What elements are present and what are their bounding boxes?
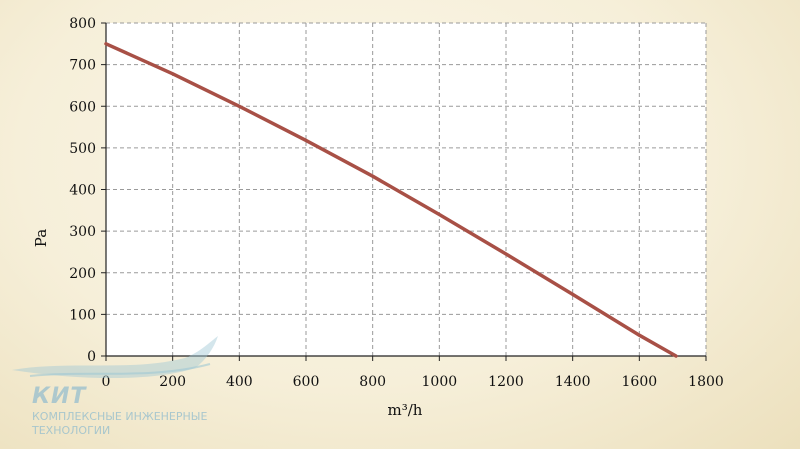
whale-logo-icon <box>12 336 218 379</box>
watermark-line-1: КОМПЛЕКСНЫЕ ИНЖЕНЕРНЫЕ <box>32 410 208 423</box>
x-tick-label: 1600 <box>622 374 658 390</box>
x-tick-label: 400 <box>226 374 253 390</box>
y-tick-label: 500 <box>69 141 96 157</box>
x-tick-labels: 0 200 400 600 800 1000 1200 1400 1600 1800 <box>102 374 724 390</box>
y-tick-label: 100 <box>69 307 96 323</box>
x-tick-label: 1400 <box>555 374 591 390</box>
x-tick-label: 800 <box>359 374 386 390</box>
watermark-brand: КИТ <box>32 384 87 409</box>
company-logo-watermark: КИТ КОМПЛЕКСНЫЕ ИНЖЕНЕРНЫЕ ТЕХНОЛОГИИ <box>10 330 240 445</box>
x-tick-label: 1800 <box>688 374 724 390</box>
watermark-line-2: ТЕХНОЛОГИИ <box>32 424 111 437</box>
axes <box>101 22 707 361</box>
plot-area <box>106 23 706 356</box>
y-tick-label: 700 <box>69 58 96 74</box>
x-tick-label: 600 <box>293 374 320 390</box>
y-tick-label: 400 <box>69 183 96 199</box>
grid <box>106 22 707 356</box>
x-axis-label: m³/h <box>388 401 423 419</box>
y-tick-label: 300 <box>69 224 96 240</box>
y-tick-labels: 0 100 200 300 400 500 600 700 800 <box>69 16 96 365</box>
x-tick-label: 0 <box>102 374 111 390</box>
x-tick-label: 200 <box>159 374 186 390</box>
y-tick-label: 600 <box>69 99 96 115</box>
y-tick-label: 0 <box>87 349 96 365</box>
y-tick-label: 800 <box>69 16 96 32</box>
series-layer <box>104 42 678 358</box>
x-tick-label: 1000 <box>422 374 458 390</box>
series-line-0 <box>104 42 678 358</box>
y-axis-label: Pa <box>32 229 50 247</box>
y-tick-label: 200 <box>69 266 96 282</box>
x-tick-label: 1200 <box>488 374 524 390</box>
